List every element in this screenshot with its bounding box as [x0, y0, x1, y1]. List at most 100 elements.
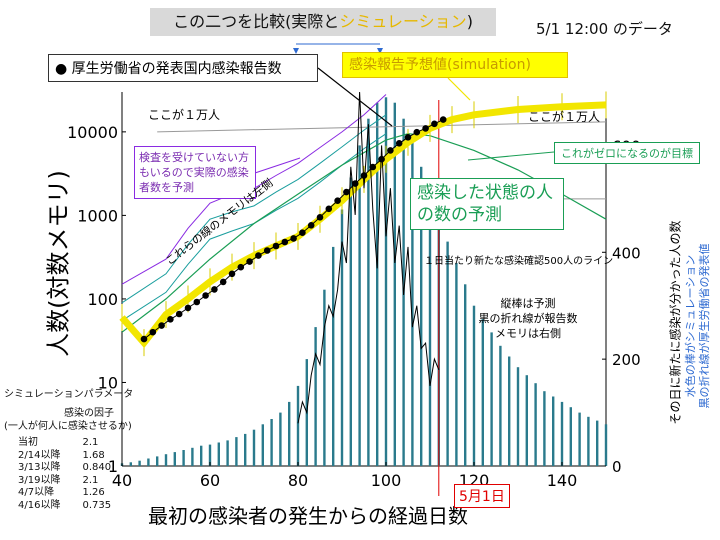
param-value: 0.735	[82, 499, 112, 511]
reported-cumulative-point	[351, 180, 359, 187]
param-row: 3/19以降 2.1	[4, 475, 119, 488]
simulated-daily-bar	[516, 367, 520, 466]
simulated-daily-bar	[261, 424, 264, 466]
simulated-daily-bar	[472, 305, 476, 466]
reported-cumulative-point	[378, 155, 385, 163]
simulated-daily-bar	[367, 118, 370, 466]
reported-cumulative-point	[255, 252, 262, 259]
simulated-daily-bar	[288, 401, 291, 466]
simulated-daily-bar	[384, 97, 388, 467]
simulated-daily-bar	[252, 429, 256, 466]
simulated-daily-bar	[332, 246, 335, 466]
simulated-daily-bar	[569, 407, 572, 466]
param-period: 3/13以降	[18, 462, 61, 473]
y-left-tick-label: 1	[108, 457, 118, 476]
reported-cumulative-point	[299, 229, 306, 236]
goal-note: これがゼロになるのが目標	[554, 142, 700, 164]
simulated-daily-bar	[358, 145, 361, 466]
simulated-daily-bar	[244, 433, 247, 466]
simulated-daily-bar	[587, 416, 590, 466]
bar-note-line-2: 黒の折れ線が報告数	[478, 312, 578, 325]
upper-purple-line	[121, 94, 387, 285]
simulated-daily-bar	[182, 450, 185, 466]
bar-note: 縦棒は予測 黒の折れ線が報告数 メモリは右側	[468, 296, 588, 341]
simulated-daily-bar	[349, 177, 352, 466]
simulated-daily-bar	[543, 391, 546, 466]
reported-cumulative-point	[404, 134, 412, 141]
simulated-daily-bar	[552, 396, 555, 466]
param-row: 4/7以降 1.26	[4, 487, 119, 500]
param-value: 2.1	[82, 474, 99, 486]
param-row: 2/14以降 1.68	[4, 450, 119, 463]
legend-reported-arrow	[317, 67, 393, 127]
x-tick-label: 100	[371, 471, 402, 490]
y-left-tick-label: 100	[87, 290, 118, 309]
params-table: 当初 2.1 2/14以降 1.68 3/13以降 0.840 3/19以降 2.1 4/7以降…	[4, 437, 119, 512]
x-tick-label: 80	[288, 471, 308, 490]
x-tick-label: 60	[200, 471, 220, 490]
simulated-daily-bar	[200, 445, 203, 466]
simulated-daily-bar	[147, 458, 150, 466]
param-period: 4/16以降	[18, 499, 61, 511]
reported-cumulative-point	[360, 172, 368, 179]
param-period: 4/7以降	[18, 487, 55, 498]
reported-cumulative-point	[167, 316, 174, 323]
simulation-params: シミュレーションパラメータ 感染の因子 (一人が何人に感染させるか) 当初 2.1…	[4, 388, 174, 512]
simulated-daily-bar	[428, 193, 432, 466]
reported-cumulative-point	[334, 197, 341, 204]
title-highlight: シミュレーション	[339, 12, 467, 31]
reported-cumulative-point	[369, 163, 377, 171]
date-marker-label: 5月1日	[454, 484, 510, 508]
reported-cumulative-point	[325, 205, 333, 213]
reported-cumulative-point	[431, 120, 438, 128]
reported-cumulative-point	[422, 125, 429, 132]
params-factor-title: 感染の因子	[64, 408, 114, 419]
simulated-daily-bar	[420, 166, 423, 467]
simulated-daily-bar	[481, 319, 484, 466]
reported-cumulative-point	[140, 335, 148, 343]
y-axis-left-label: 人数(対数メモリ)	[44, 170, 73, 357]
reported-cumulative-point	[228, 270, 236, 278]
simulated-daily-bar	[508, 356, 511, 466]
y-left-tick-label: 10	[98, 373, 118, 392]
simulated-daily-bar	[604, 424, 608, 466]
reported-cumulative-point	[343, 188, 350, 196]
reported-daily-line	[297, 91, 440, 424]
simulated-daily-bar	[340, 209, 344, 466]
y-right-tick-label: 200	[612, 351, 641, 369]
infected-state-note: 感染した状態の人の数の予測	[410, 178, 564, 230]
title-suffix: )	[466, 12, 473, 31]
params-title: シミュレーションパラメータ	[4, 389, 134, 400]
param-period: 3/19以降	[18, 474, 61, 486]
simulated-daily-bar	[270, 419, 273, 466]
reported-cumulative-point	[193, 298, 201, 306]
reported-cumulative-point	[211, 286, 218, 293]
simulated-daily-bar	[490, 332, 493, 466]
reported-cumulative-point	[281, 238, 289, 246]
ten-thousand-note-left: ここが１万人	[148, 108, 221, 122]
reported-cumulative-point	[316, 214, 324, 221]
simulated-daily-bar	[499, 345, 502, 466]
y-right-tick-label: 400	[612, 244, 641, 262]
reported-cumulative-point	[219, 278, 227, 286]
legend-simulation-arrow	[447, 77, 471, 101]
param-row: 当初 2.1	[4, 437, 119, 450]
legend-simulation: 感染報告予想値(simulation)	[342, 52, 568, 78]
ten-thousand-reference-line	[157, 121, 607, 133]
y-axis-right-note-2: 黒の折れ線が厚生労働省の発表値	[698, 243, 711, 409]
reported-cumulative-point	[395, 140, 403, 147]
param-value: 0.840	[82, 462, 112, 473]
simulated-daily-bar	[129, 462, 132, 466]
legend-reported-label: 厚生労働省の発表国内感染報告数	[71, 61, 282, 77]
param-value: 1.26	[82, 487, 105, 498]
reported-cumulative-point	[237, 263, 245, 271]
params-factor-sub: (一人が何人に感染させるか)	[4, 421, 132, 432]
legend-reported-marker: ●	[55, 61, 68, 77]
compare-arrow-right	[377, 48, 383, 54]
line-500-note: １日当たり新たな感染確認500人のライン	[424, 256, 614, 267]
simulated-daily-bar	[208, 444, 212, 466]
goal-note-arrow	[467, 151, 555, 161]
reported-cumulative-point	[158, 322, 165, 329]
y-left-tick-label: 10000	[67, 123, 118, 142]
